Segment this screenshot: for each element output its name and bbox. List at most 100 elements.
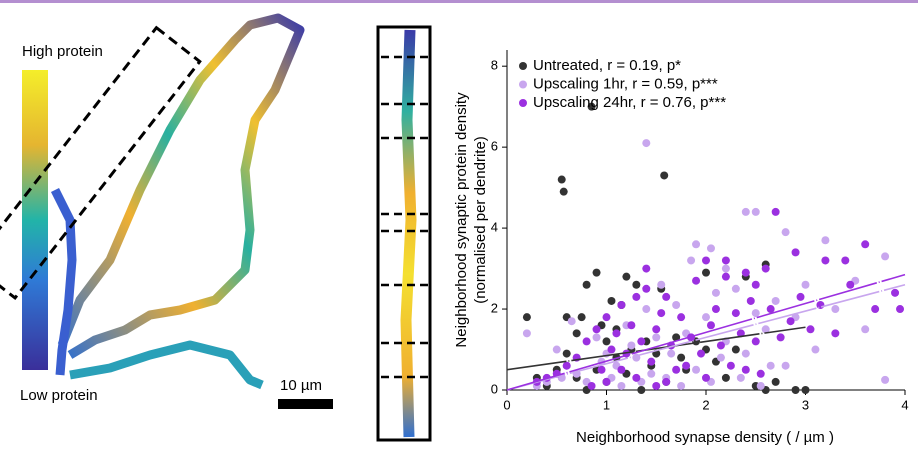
- data-point: [731, 284, 740, 293]
- legend-label: Upscaling 1hr, r = 0.59, p***: [533, 75, 718, 92]
- data-point: [617, 381, 626, 390]
- data-point: [662, 292, 671, 301]
- x-tick-label: 4: [901, 397, 908, 412]
- data-point: [861, 240, 870, 249]
- data-point: [592, 333, 601, 342]
- data-point: [592, 268, 601, 277]
- top-stripe: [0, 0, 918, 3]
- data-point: [846, 280, 855, 289]
- data-point: [612, 329, 621, 338]
- data-point: [751, 207, 760, 216]
- data-point: [731, 309, 740, 318]
- colorbar: [22, 70, 48, 370]
- data-point: [692, 276, 701, 285]
- data-point: [741, 349, 750, 358]
- data-point: [642, 284, 651, 293]
- data-point: [716, 353, 725, 362]
- data-point: [692, 365, 701, 374]
- data-point: [702, 313, 710, 322]
- data-point: [632, 280, 641, 289]
- data-point: [602, 377, 611, 386]
- data-point: [677, 353, 686, 362]
- data-point: [632, 292, 641, 301]
- fit-line: [506, 273, 906, 391]
- x-tick-label: 0: [503, 397, 510, 412]
- y-tick-label: 6: [491, 139, 498, 154]
- data-point: [761, 264, 770, 273]
- data-point: [647, 369, 656, 378]
- data-point: [562, 349, 571, 358]
- data-point: [771, 296, 780, 305]
- data-point: [657, 280, 666, 289]
- data-point: [831, 329, 840, 338]
- data-point: [896, 305, 905, 314]
- data-point: [841, 256, 850, 265]
- dendrites: [50, 13, 305, 390]
- y-tick-label: 4: [491, 220, 498, 235]
- data-point: [642, 264, 651, 273]
- data-point: [627, 321, 636, 330]
- data-point: [791, 248, 800, 257]
- dendrite: [69, 340, 264, 390]
- data-point: [677, 381, 686, 390]
- data-point: [761, 325, 770, 334]
- legend-marker: [519, 99, 527, 107]
- data-point: [697, 349, 706, 358]
- data-point: [559, 187, 568, 196]
- data-point: [776, 333, 785, 342]
- data-point: [672, 365, 681, 374]
- data-point: [811, 345, 820, 354]
- data-point: [582, 337, 591, 346]
- data-point: [721, 256, 730, 265]
- data-point: [821, 236, 830, 245]
- data-point: [881, 252, 890, 261]
- data-point: [756, 369, 765, 378]
- data-point: [627, 341, 636, 350]
- data-point: [721, 264, 730, 273]
- data-point: [642, 305, 651, 314]
- data-point: [821, 256, 830, 265]
- legend-label: Untreated, r = 0.19, p*: [533, 57, 681, 74]
- data-point: [771, 207, 780, 216]
- data-point: [702, 373, 710, 382]
- data-point: [672, 333, 681, 342]
- data-point: [637, 337, 646, 346]
- scale-bar-label: 10 µm: [280, 377, 322, 394]
- x-tick-label: 2: [702, 397, 709, 412]
- data-point: [647, 357, 656, 366]
- data-point: [557, 175, 566, 184]
- data-point: [736, 329, 745, 338]
- x-tick-label: 3: [802, 397, 809, 412]
- data-point: [891, 288, 900, 297]
- data-point: [781, 228, 790, 237]
- data-point: [617, 365, 626, 374]
- legend-marker: [519, 80, 527, 89]
- data-point: [562, 361, 571, 370]
- data-point: [692, 240, 701, 249]
- data-point: [801, 280, 810, 289]
- data-point: [726, 361, 735, 370]
- data-point: [741, 268, 750, 277]
- legend-marker: [519, 62, 527, 70]
- data-point: [816, 301, 825, 309]
- data-point: [796, 292, 805, 301]
- fit-line: [506, 283, 906, 391]
- data-point: [682, 361, 691, 370]
- data-point: [652, 325, 661, 334]
- selection-box: [0, 25, 202, 301]
- data-point: [721, 373, 730, 382]
- data-point: [522, 329, 531, 338]
- data-point: [806, 325, 815, 334]
- data-point: [781, 361, 790, 370]
- data-point: [786, 317, 795, 326]
- data-point: [587, 381, 596, 390]
- data-point: [751, 280, 760, 289]
- data-point: [572, 329, 581, 338]
- data-point: [861, 325, 870, 334]
- data-point: [657, 309, 666, 318]
- data-point: [637, 386, 646, 394]
- data-point: [602, 337, 611, 346]
- data-point: [632, 373, 641, 382]
- data-point: [622, 272, 631, 281]
